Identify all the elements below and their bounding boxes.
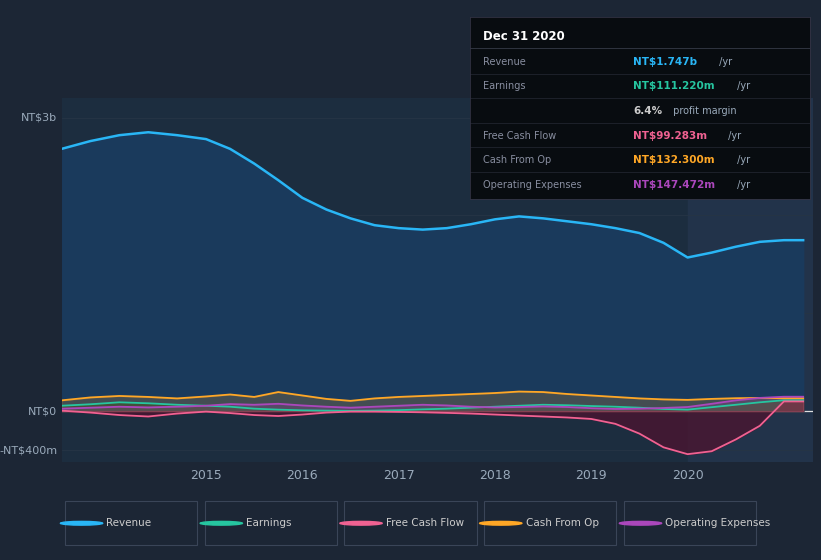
Text: NT$132.300m: NT$132.300m <box>633 155 715 165</box>
Text: /yr: /yr <box>716 57 732 67</box>
Text: Free Cash Flow: Free Cash Flow <box>386 518 464 528</box>
Text: NT$111.220m: NT$111.220m <box>633 81 715 91</box>
Text: profit margin: profit margin <box>670 106 736 116</box>
Text: /yr: /yr <box>725 130 741 141</box>
Text: Free Cash Flow: Free Cash Flow <box>484 130 557 141</box>
Text: NT$1.747b: NT$1.747b <box>633 57 697 67</box>
Text: NT$147.472m: NT$147.472m <box>633 180 715 190</box>
Text: Cash From Op: Cash From Op <box>525 518 599 528</box>
Text: Revenue: Revenue <box>484 57 526 67</box>
Text: Dec 31 2020: Dec 31 2020 <box>484 30 565 43</box>
Text: /yr: /yr <box>734 180 750 190</box>
Circle shape <box>619 521 662 525</box>
Bar <box>688 98 813 462</box>
Text: Operating Expenses: Operating Expenses <box>666 518 771 528</box>
Text: /yr: /yr <box>734 81 750 91</box>
Text: Earnings: Earnings <box>246 518 291 528</box>
Circle shape <box>479 521 522 525</box>
Text: Revenue: Revenue <box>107 518 152 528</box>
Text: NT$99.283m: NT$99.283m <box>633 130 707 141</box>
Circle shape <box>340 521 383 525</box>
Circle shape <box>200 521 242 525</box>
Text: Cash From Op: Cash From Op <box>484 155 552 165</box>
Text: Operating Expenses: Operating Expenses <box>484 180 582 190</box>
Text: 6.4%: 6.4% <box>633 106 663 116</box>
Text: -NT$400m: -NT$400m <box>0 445 57 455</box>
Text: Earnings: Earnings <box>484 81 525 91</box>
Text: NT$0: NT$0 <box>29 406 57 416</box>
Text: NT$3b: NT$3b <box>21 113 57 123</box>
Text: /yr: /yr <box>734 155 750 165</box>
Circle shape <box>61 521 103 525</box>
